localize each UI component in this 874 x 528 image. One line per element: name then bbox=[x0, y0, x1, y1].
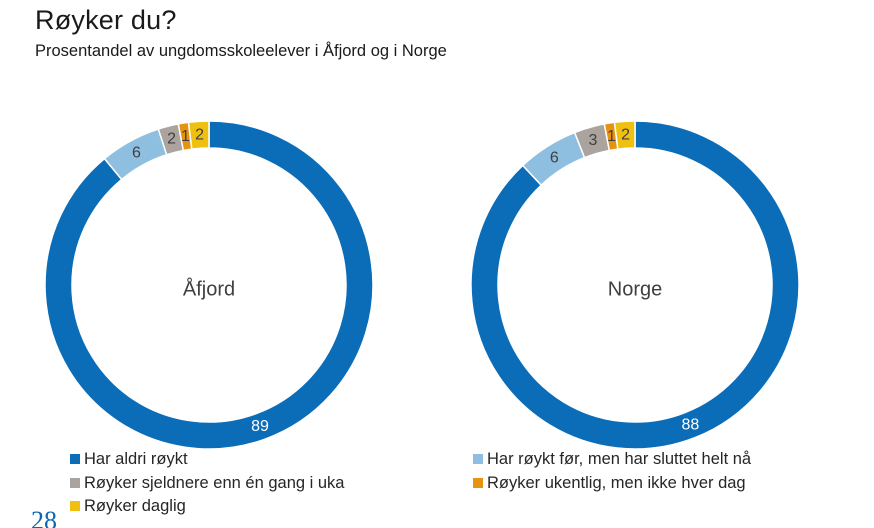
data-label-never: 88 bbox=[682, 416, 700, 433]
donut-slice-daily bbox=[187, 120, 210, 150]
legend-swatch bbox=[473, 454, 483, 464]
data-label-daily: 2 bbox=[621, 126, 630, 143]
legend-label: Har aldri røykt bbox=[84, 450, 188, 468]
data-label-weekly: 1 bbox=[181, 128, 190, 145]
legend-item-never: Har aldri røykt bbox=[70, 449, 188, 469]
chart-subtitle: Prosentandel av ungdomsskoleelever i Åfj… bbox=[35, 42, 447, 60]
data-label-daily: 2 bbox=[195, 126, 204, 143]
donut-slice-never bbox=[44, 120, 374, 450]
legend-label: Røyker sjeldnere enn én gang i uka bbox=[84, 474, 345, 492]
legend-swatch bbox=[473, 478, 483, 488]
legend-label: Røyker daglig bbox=[84, 497, 186, 515]
donut-slice-never bbox=[470, 120, 800, 450]
data-label-quit: 6 bbox=[132, 145, 141, 162]
data-label-less-than-weekly: 2 bbox=[167, 131, 176, 148]
page-number: 28 bbox=[31, 506, 57, 528]
legend-item-quit: Har røykt før, men har sluttet helt nå bbox=[473, 449, 751, 469]
legend-label: Røyker ukentlig, men ikke hver dag bbox=[487, 474, 746, 492]
legend-item-less-than-weekly: Røyker sjeldnere enn én gang i uka bbox=[70, 473, 345, 493]
legend-label: Har røykt før, men har sluttet helt nå bbox=[487, 450, 752, 468]
donut-slice-daily bbox=[613, 120, 636, 150]
legend-item-weekly: Røyker ukentlig, men ikke hver dag bbox=[473, 473, 746, 493]
data-label-quit: 6 bbox=[550, 149, 559, 166]
legend-swatch bbox=[70, 478, 80, 488]
donut-1: 88 6 3 1 2 Norge bbox=[470, 120, 800, 450]
donut-0: 89 6 2 1 2 Åfjord bbox=[44, 120, 374, 450]
donut-center-label: Norge bbox=[608, 278, 662, 300]
data-label-less-than-weekly: 3 bbox=[589, 132, 598, 149]
chart-title: Røyker du? bbox=[35, 5, 177, 35]
donut-center-label: Åfjord bbox=[183, 277, 235, 300]
legend-item-daily: Røyker daglig bbox=[70, 496, 186, 516]
data-label-never: 89 bbox=[251, 418, 269, 435]
legend-swatch bbox=[70, 454, 80, 464]
legend-swatch bbox=[70, 501, 80, 511]
data-label-weekly: 1 bbox=[607, 128, 616, 145]
